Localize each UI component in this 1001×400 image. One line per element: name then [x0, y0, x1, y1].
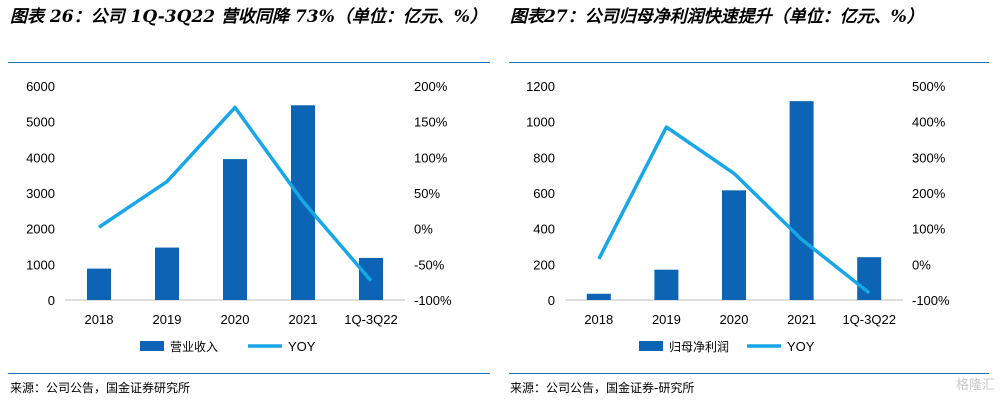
- right-axis-tick-label: 300%: [912, 150, 946, 165]
- right-title-rule: [509, 62, 989, 63]
- right-source-note: 来源：公司公告，国金证券-研究所: [510, 381, 695, 395]
- right-axis-tick-label: -100%: [912, 293, 950, 308]
- legend-line-label: YOY: [787, 339, 815, 354]
- right-axis-tick-label: -50%: [414, 257, 445, 272]
- left-axis-tick-label: 4000: [26, 150, 55, 165]
- x-axis-tick-label: 2018: [85, 312, 114, 327]
- right-axis-tick-label: 200%: [912, 186, 946, 201]
- left-source-note: 来源：公司公告，国金证券研究所: [10, 381, 191, 395]
- right-axis-tick-label: 150%: [414, 115, 448, 130]
- right-axis-tick-label: 500%: [912, 79, 946, 94]
- left-axis-tick-label: 5000: [26, 115, 55, 130]
- right-axis-tick-label: 200%: [414, 79, 448, 94]
- bar: [223, 159, 247, 300]
- x-axis-tick-label: 1Q-3Q22: [344, 312, 397, 327]
- legend-line-label: YOY: [288, 339, 316, 354]
- left-axis-tick-label: 1000: [26, 257, 55, 272]
- x-axis-tick-label: 2021: [787, 312, 816, 327]
- left-title-rule: [8, 62, 490, 63]
- left-axis-tick-label: 0: [48, 293, 55, 308]
- right-axis-tick-label: 0%: [912, 257, 931, 272]
- left-axis-tick-label: 1000: [526, 115, 555, 130]
- right-chart: 0 200 400 600 800 1000 1200 -100% 0% 100% 200% 300%…: [526, 79, 950, 354]
- right-axis-tick-label: -100%: [414, 293, 452, 308]
- x-axis-tick-label: 2020: [221, 312, 250, 327]
- x-axis-tick-label: 1Q-3Q22: [842, 312, 895, 327]
- x-axis-tick-label: 2021: [289, 312, 318, 327]
- right-axis-tick-label: 100%: [912, 222, 946, 237]
- left-chart-title: 图表 26：公司 1Q-3Q22 营收同降 73%（单位：亿元、%）: [10, 7, 487, 27]
- left-axis-tick-label: 3000: [26, 186, 55, 201]
- left-axis-tick-label: 600: [533, 186, 555, 201]
- bar: [654, 269, 679, 300]
- x-axis-tick-label: 2018: [584, 312, 613, 327]
- left-axis-tick-label: 0: [548, 293, 555, 308]
- right-source-rule: [509, 373, 989, 374]
- right-chart-title: 图表27：公司归母净利润快速提升（单位：亿元、%）: [510, 7, 924, 27]
- right-axis-tick-label: 0%: [414, 222, 433, 237]
- left-axis-tick-label: 6000: [26, 79, 55, 94]
- legend-bar-label: 营业收入: [170, 340, 218, 354]
- legend-bar-label: 归母净利润: [669, 340, 729, 354]
- left-axis-tick-label: 800: [533, 150, 555, 165]
- left-axis-tick-label: 400: [533, 222, 555, 237]
- bar: [586, 293, 611, 300]
- left-axis-tick-label: 200: [533, 257, 555, 272]
- left-source-rule: [8, 373, 490, 374]
- watermark-logo: 格隆汇: [955, 378, 995, 393]
- bar: [155, 247, 179, 300]
- x-axis-tick-label: 2019: [153, 312, 182, 327]
- bar: [857, 257, 882, 300]
- right-axis-tick-label: 400%: [912, 115, 946, 130]
- legend-bar-swatch: [639, 341, 663, 351]
- x-axis-tick-label: 2020: [720, 312, 749, 327]
- left-axis-tick-label: 2000: [26, 222, 55, 237]
- bar: [87, 268, 111, 300]
- legend-bar-swatch: [140, 341, 164, 351]
- left-panel: 图表 26：公司 1Q-3Q22 营收同降 73%（单位：亿元、%） 0 1000…: [0, 0, 495, 400]
- left-axis-tick-label: 1200: [526, 79, 555, 94]
- left-chart: 0 1000 2000 3000 4000 5000 6000 -100% -50% 0% 50% 1…: [26, 79, 452, 354]
- x-axis-tick-label: 2019: [652, 312, 681, 327]
- right-axis-tick-label: 100%: [414, 150, 448, 165]
- bar: [789, 101, 814, 301]
- bar: [722, 190, 746, 300]
- right-axis-tick-label: 50%: [414, 186, 440, 201]
- right-panel: 图表27：公司归母净利润快速提升（单位：亿元、%） 0 200 400 600 800 1…: [505, 0, 1001, 400]
